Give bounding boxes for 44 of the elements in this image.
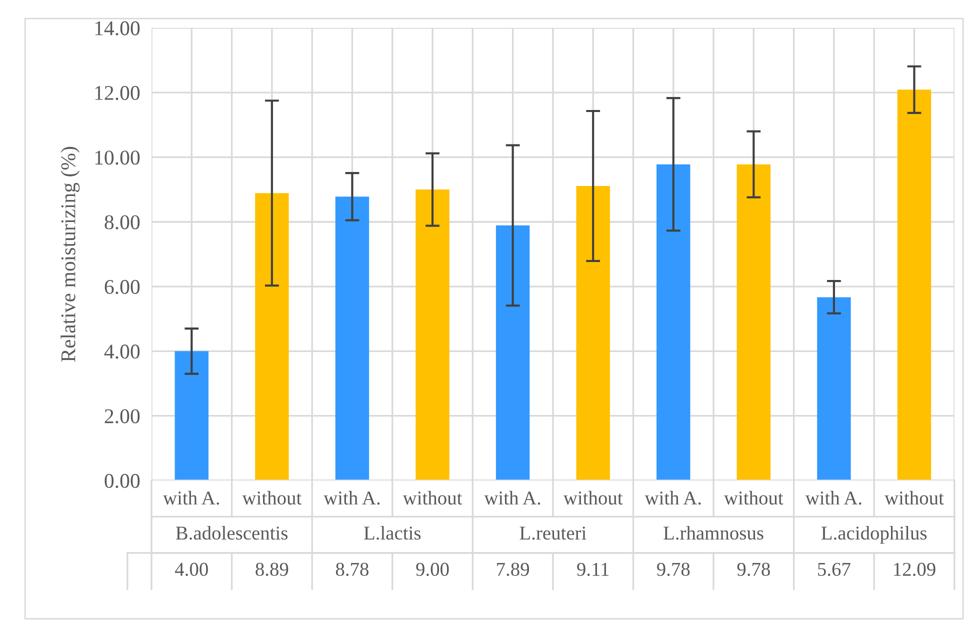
y-tick-label: 2.00 [104,409,140,424]
data-label: 9.78 [737,562,770,576]
x-tick-label: with A. [484,490,540,505]
y-tick-label: 6.00 [104,280,140,294]
x-tick-label: without [402,490,462,505]
bar [174,351,209,480]
data-label: 9.00 [416,562,449,576]
bar [255,193,289,480]
bar [736,164,771,480]
x-tick-label: with A. [805,490,862,505]
data-label: 8.78 [336,562,368,576]
bar [656,164,690,480]
y-tick-label: 8.00 [104,215,140,230]
data-label: 7.89 [497,562,530,576]
data-label: 9.78 [656,562,690,576]
x-tick-label: with A. [324,490,380,505]
x-tick-label: without [563,490,623,505]
bar [897,90,932,480]
x-tick-label: with A. [163,490,219,505]
x-tick-label: without [242,490,302,505]
y-axis-title: Relative moisturizing (%) [60,146,80,362]
y-tick-label: 12.00 [95,86,140,100]
text: B.adolescentis [176,526,288,540]
x-tick-label: with A. [644,490,701,505]
data-label: 8.89 [256,562,288,576]
x-tick-label: without [884,490,944,505]
bar [576,186,610,480]
y-tick-label: 4.00 [104,344,140,359]
data-label: 5.67 [818,562,850,576]
data-label: 9.11 [577,562,609,576]
data-label: 4.00 [175,562,208,576]
x-tick-label: without [724,490,784,505]
bar [817,297,851,480]
bar [335,196,370,480]
y-tick-label: 14.00 [95,21,140,36]
data-label: 12.09 [894,562,936,576]
bar [416,190,450,480]
text: L.acidophilus [821,526,927,544]
y-tick-label: 10.00 [95,150,140,165]
text: L.lactis [364,526,421,540]
text: L.reuteri [520,526,586,540]
text: L.rhamnosus [664,526,764,540]
y-tick-label: 0.00 [104,474,140,488]
bar [496,225,530,480]
